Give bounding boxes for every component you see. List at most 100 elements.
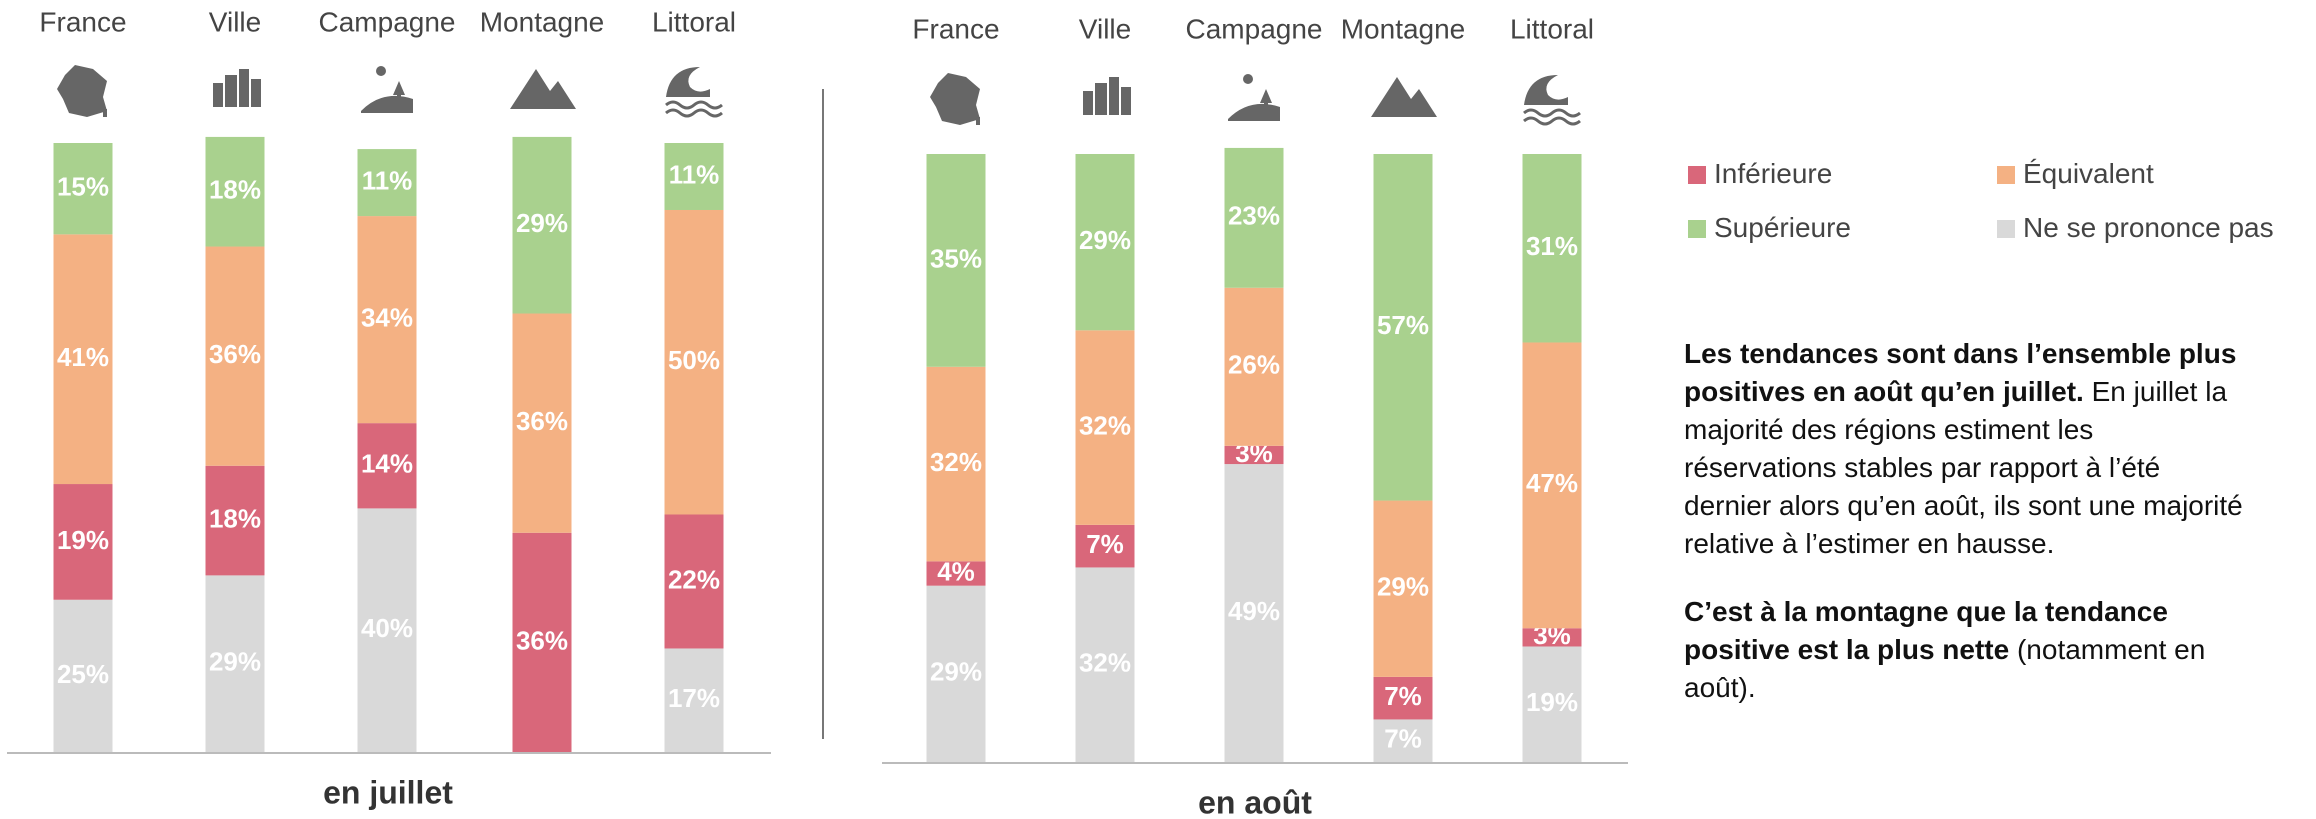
note-bold: Les tendances sont dans l’ensemble plus … [1684,338,2237,407]
value-label: 7% [1086,529,1124,559]
value-label: 47% [1526,468,1578,498]
bar-segment [1373,676,1433,720]
value-label: 40% [361,613,413,643]
bar-segment [664,209,724,515]
bar-segment [1522,646,1582,762]
bar-segment [357,149,417,217]
bar-segment [1075,567,1135,762]
bar-segment [205,136,265,247]
value-label: 32% [1079,648,1131,678]
bar-segment [357,423,417,509]
value-label: 23% [1228,201,1280,231]
icon-shape [1109,77,1119,115]
value-label: 29% [209,647,261,677]
note-text: (notamment en août). [1684,634,2206,703]
value-label: 57% [1377,310,1429,340]
bar-segment [1224,464,1284,762]
value-label: 26% [1228,350,1280,380]
legend-label: Ne se prononce pas [2023,212,2274,243]
legend-swatch [1997,220,2015,238]
bar-segment [53,484,113,600]
value-label: 29% [930,657,982,687]
bar-segment [1522,342,1582,629]
icon-shape [1083,91,1093,115]
value-label: 34% [361,302,413,332]
value-label: 4% [937,556,975,586]
bar-segment [926,154,986,367]
icon-shape [251,79,261,107]
icon-shape [1121,87,1131,115]
value-label: 49% [1228,596,1280,626]
icon-shape [1523,108,1581,126]
icon-shape [361,81,413,113]
icon-shape [666,67,710,97]
legend-item: Inférieure [1688,158,1832,190]
bar-segment [1224,445,1284,465]
value-label: 29% [516,208,568,238]
legend-item: Supérieure [1688,212,1851,244]
value-label: 32% [1079,410,1131,440]
bar-segment [1373,719,1433,762]
category-label: Littoral [652,6,736,37]
category-icon [1523,75,1581,126]
bar-segment [205,465,265,576]
value-label: 18% [209,503,261,533]
value-label: 15% [57,172,109,202]
icon-shape [1095,83,1107,115]
note: C’est à la montagne que la tendance posi… [1684,593,2244,707]
bar-segment [1075,154,1135,331]
value-label: 36% [209,339,261,369]
legend-item: Équivalent [1997,158,2154,190]
category-label: Littoral [1510,13,1594,44]
value-label: 7% [1384,724,1422,754]
value-label: 36% [516,406,568,436]
legend-swatch [1688,220,1706,238]
bar-segment [1075,330,1135,525]
icon-shape [1524,75,1568,105]
value-label: 18% [209,175,261,205]
value-label: 22% [668,564,720,594]
legend-label: Supérieure [1714,212,1851,243]
icon-shape [1228,89,1280,121]
icon-shape [225,75,237,107]
bar-segment [1522,628,1582,647]
value-label: 17% [668,683,720,713]
note-bold: C’est à la montagne que la tendance posi… [1684,596,2168,665]
category-icon [1083,77,1131,115]
icon-shape [510,69,576,109]
bar-segment [53,234,113,485]
value-label: 25% [57,659,109,689]
category-icon [930,73,980,125]
value-label: 11% [669,159,720,189]
value-label: 19% [57,525,109,555]
category-icon [361,66,413,113]
category-label: France [39,6,126,37]
bar-segment [512,313,572,533]
icon-shape [665,100,723,118]
note: Les tendances sont dans l’ensemble plus … [1684,335,2244,563]
note-text: En juillet la majorité des régions estim… [1684,376,2243,559]
icon-shape [1243,74,1253,84]
category-label: Ville [209,6,261,37]
category-label: Ville [1079,13,1131,44]
value-label: 11% [362,165,413,195]
legend-label: Inférieure [1714,158,1833,189]
bar-segment [664,514,724,649]
icon-shape [239,69,249,107]
bar-segment [1224,287,1284,446]
legend-swatch [1688,166,1706,184]
chart-title: en août [1198,784,1312,819]
bar-segment [357,216,417,424]
bar-segment [357,508,417,752]
legend-label: Équivalent [2023,158,2154,189]
value-label: 41% [57,342,109,372]
category-icon [57,65,107,117]
bar-segment [53,599,113,752]
bar-segment [926,366,986,562]
legend-item: Ne se prononce pas [1997,212,2274,244]
value-label: 19% [1526,687,1578,717]
value-label: 29% [1377,572,1429,602]
icon-shape [930,73,980,125]
bar-segment [1373,154,1433,501]
